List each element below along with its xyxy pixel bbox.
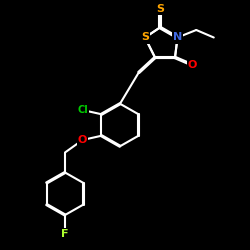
Text: O: O <box>78 135 87 145</box>
Text: O: O <box>188 60 197 70</box>
Text: N: N <box>173 32 182 42</box>
Text: S: S <box>156 4 164 14</box>
Text: S: S <box>141 32 149 42</box>
Text: F: F <box>61 229 69 239</box>
Text: Cl: Cl <box>77 105 88 115</box>
